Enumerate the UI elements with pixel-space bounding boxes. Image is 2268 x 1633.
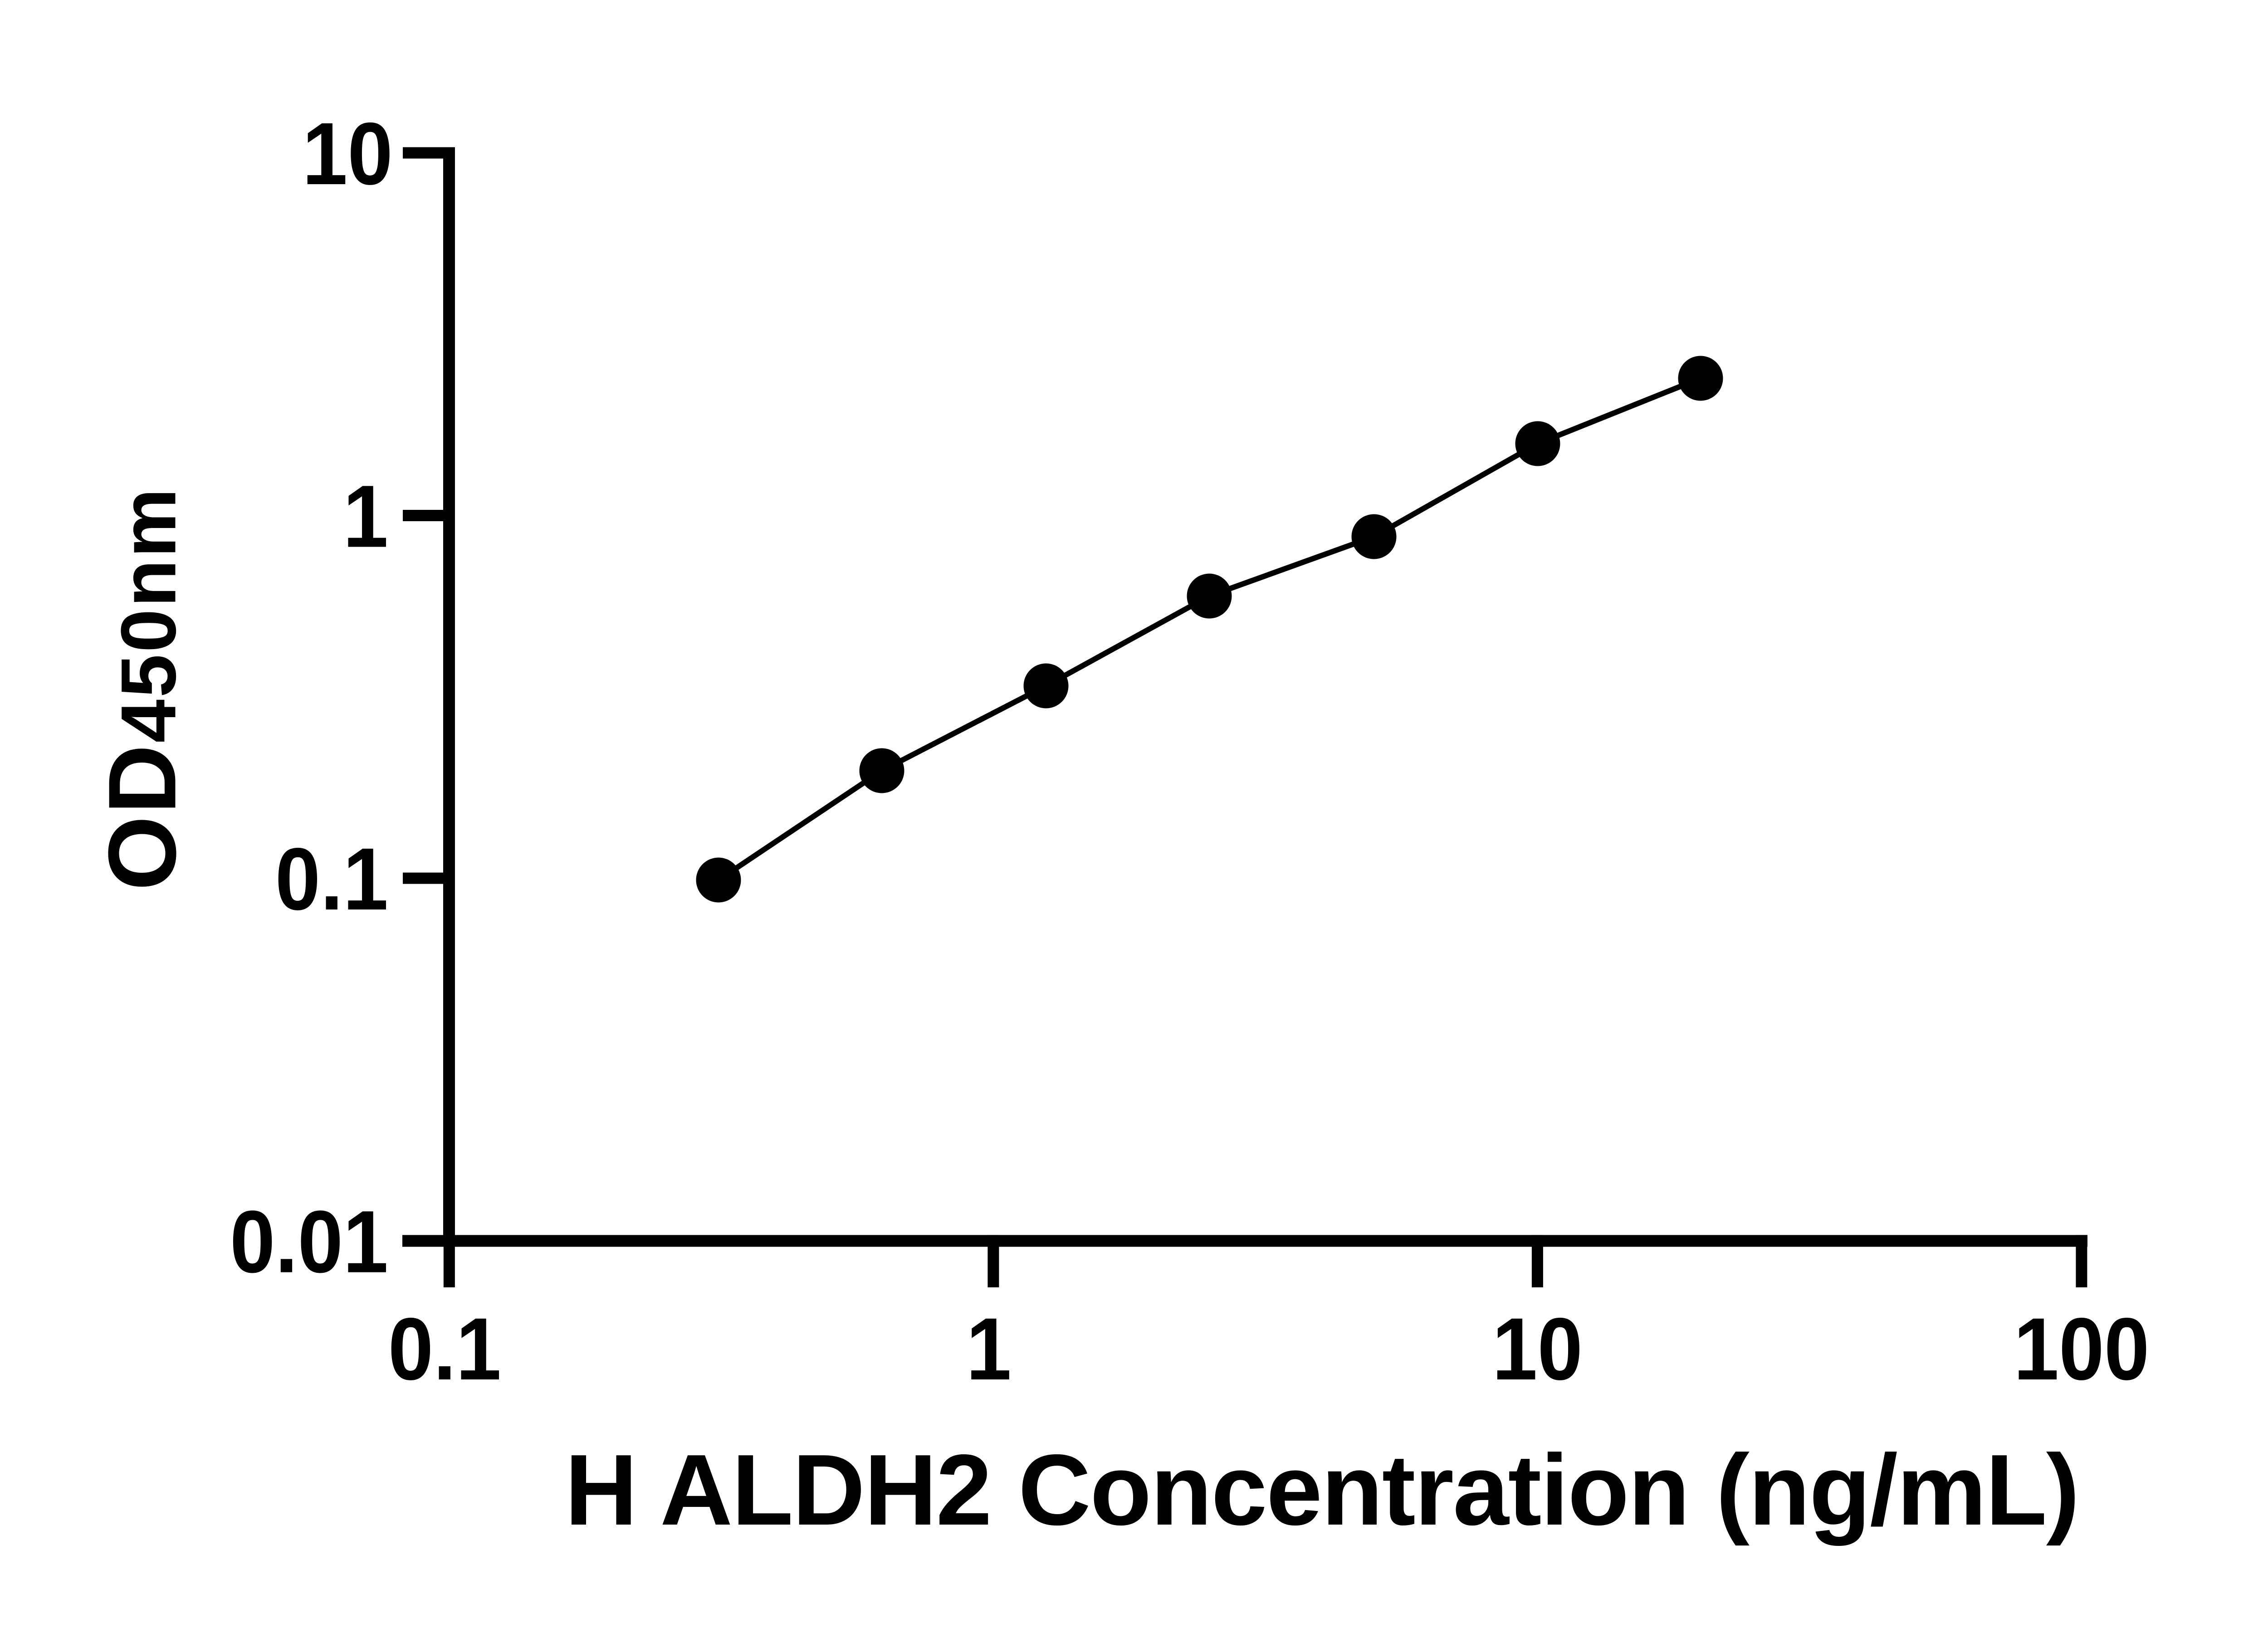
svg-text:1: 1 <box>966 1299 1012 1398</box>
svg-text:10: 10 <box>302 104 393 203</box>
svg-text:100: 100 <box>2014 1299 2149 1398</box>
svg-text:H ALDH2 Concentration (ng/mL): H ALDH2 Concentration (ng/mL) <box>565 1434 2079 1546</box>
svg-text:1: 1 <box>343 467 388 566</box>
svg-text:10: 10 <box>1492 1299 1583 1398</box>
svg-text:0.1: 0.1 <box>275 829 388 929</box>
svg-text:0.01: 0.01 <box>230 1192 388 1291</box>
svg-text:OD450nm: OD450nm <box>88 487 196 891</box>
svg-text:0.1: 0.1 <box>388 1299 501 1398</box>
